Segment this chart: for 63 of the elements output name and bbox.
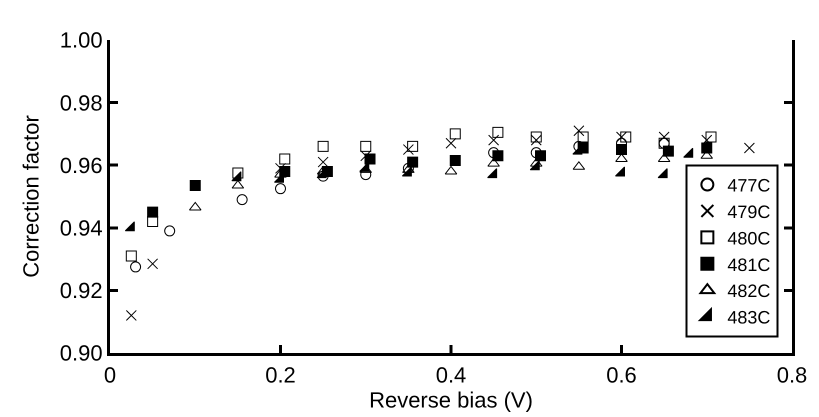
point [530, 160, 540, 170]
y-tick-label: 1.00 [60, 28, 103, 53]
point [662, 146, 674, 157]
point [701, 142, 712, 154]
point [492, 150, 504, 162]
point [147, 206, 158, 218]
point [744, 142, 755, 154]
point [446, 138, 456, 149]
point [232, 168, 244, 179]
point [236, 194, 248, 206]
y-tick-label: 0.98 [60, 90, 103, 116]
point [616, 144, 627, 156]
point [126, 250, 137, 262]
point [402, 144, 414, 156]
point [360, 140, 372, 152]
x-tick-label: 0.2 [265, 362, 296, 388]
y-tick-label: 0.90 [60, 340, 103, 366]
point [683, 148, 694, 158]
point [487, 168, 498, 178]
legend-label: 481C [727, 254, 770, 275]
x-tick-label: 0.8 [776, 362, 808, 388]
point [450, 155, 461, 166]
point [616, 132, 627, 143]
point [318, 156, 329, 168]
point [658, 168, 668, 178]
point [535, 150, 546, 162]
point [615, 166, 625, 177]
point [402, 166, 412, 177]
point [578, 132, 589, 143]
point [190, 180, 201, 192]
point [450, 128, 461, 140]
point [530, 134, 542, 146]
point [706, 132, 717, 143]
point [360, 169, 372, 180]
x-tick-label: 0.6 [606, 362, 637, 388]
y-tick-label: 0.96 [60, 152, 103, 178]
legend-label: 477C [727, 176, 770, 196]
x-tick-label: 0.4 [436, 362, 466, 388]
point [130, 261, 142, 272]
point [279, 153, 290, 164]
legend-label: 479C [727, 202, 770, 222]
legend-label: 480C [727, 228, 770, 248]
point [573, 125, 584, 136]
point [147, 258, 158, 270]
point [318, 140, 329, 152]
point [147, 216, 158, 228]
point [492, 126, 504, 138]
point [164, 225, 176, 236]
y-tick-label: 0.94 [60, 216, 103, 240]
point [530, 132, 542, 143]
point [488, 134, 500, 146]
point [126, 310, 137, 321]
x-axis-title: Reverse bias (V) [369, 387, 533, 412]
point [364, 153, 376, 164]
legend-label: 483C [727, 308, 770, 328]
x-tick-label: 0 [104, 362, 116, 388]
point [620, 132, 632, 143]
y-axis-title: Correction factor [18, 115, 44, 278]
y-tick-label: 0.92 [60, 278, 103, 304]
point [275, 183, 286, 194]
point [407, 156, 418, 168]
point [407, 140, 418, 152]
legend-label: 482C [727, 281, 770, 302]
